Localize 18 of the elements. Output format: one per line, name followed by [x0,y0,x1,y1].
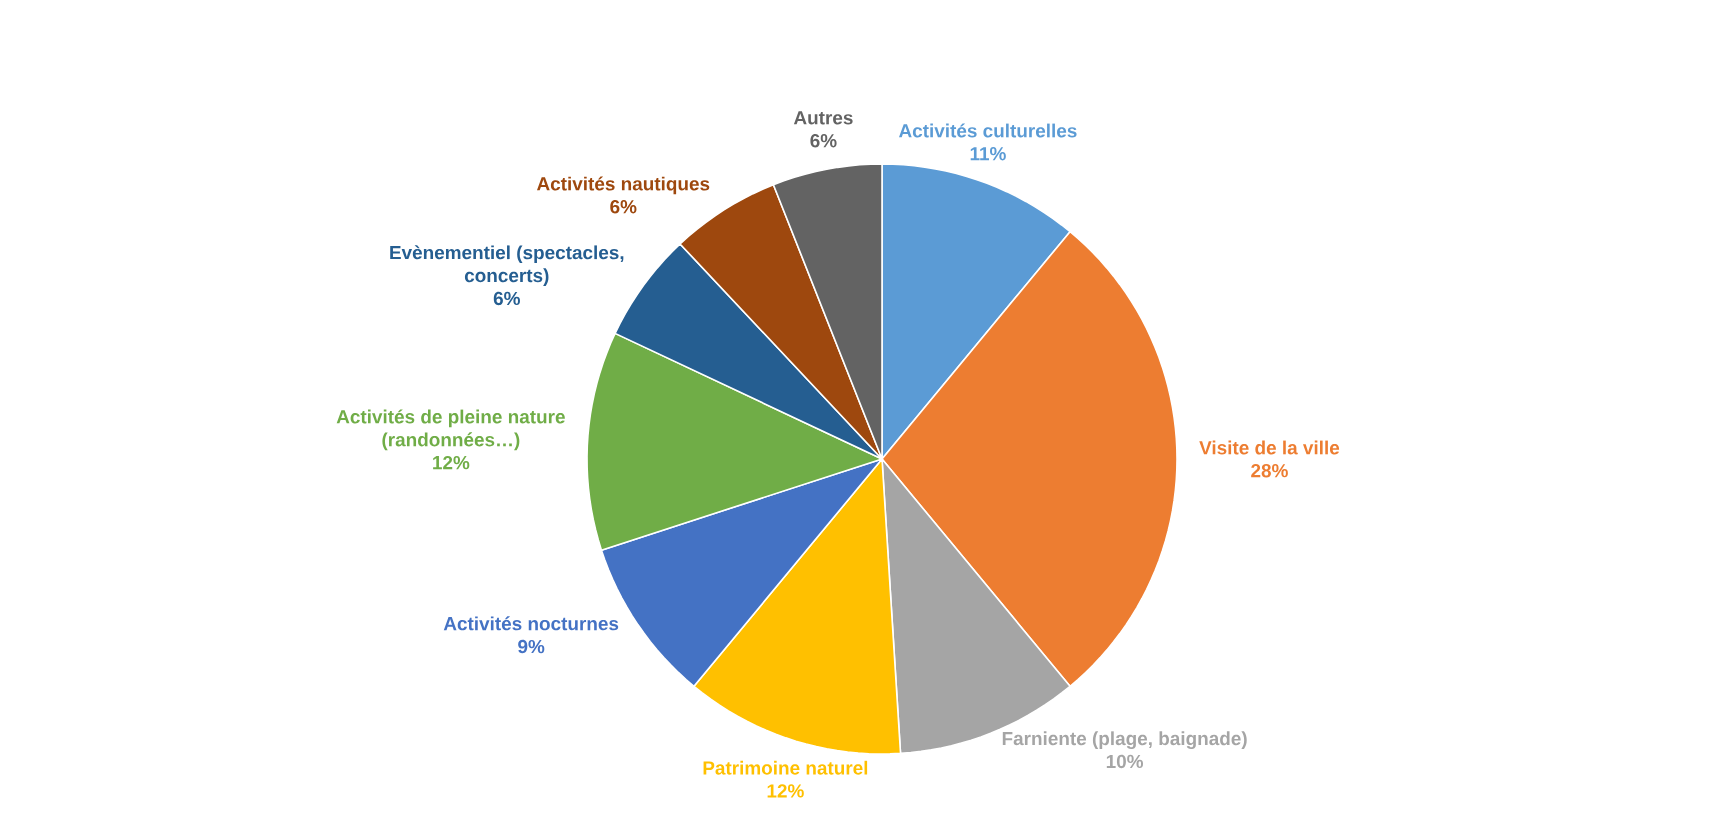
data-label: 9% [518,639,545,654]
slice-label: Activités de pleine nature (randonnées…) [336,409,565,451]
data-label: 11% [970,147,1006,161]
slice-label: Evènementiel (spectacles, concerts) [390,245,624,286]
data-label: 10% [1106,754,1144,769]
slice-label: Autres [793,111,853,125]
data-label: 12% [767,784,804,798]
slice-label: Activités culturelles [898,123,1077,138]
slice-label: Activités nocturnes [443,616,619,631]
slice-label: Patrimoine naturel [703,760,868,775]
slice-label: Activités nautiques [536,176,710,195]
data-label: 12% [433,455,470,470]
data-label: 6% [493,291,520,306]
slice-label: Visite de la ville [1199,440,1340,455]
slice-label: Farniente (plage, baignade) [1002,731,1247,750]
data-label: 6% [810,134,837,148]
data-label: 6% [610,200,637,214]
data-label: 28% [1251,464,1288,478]
